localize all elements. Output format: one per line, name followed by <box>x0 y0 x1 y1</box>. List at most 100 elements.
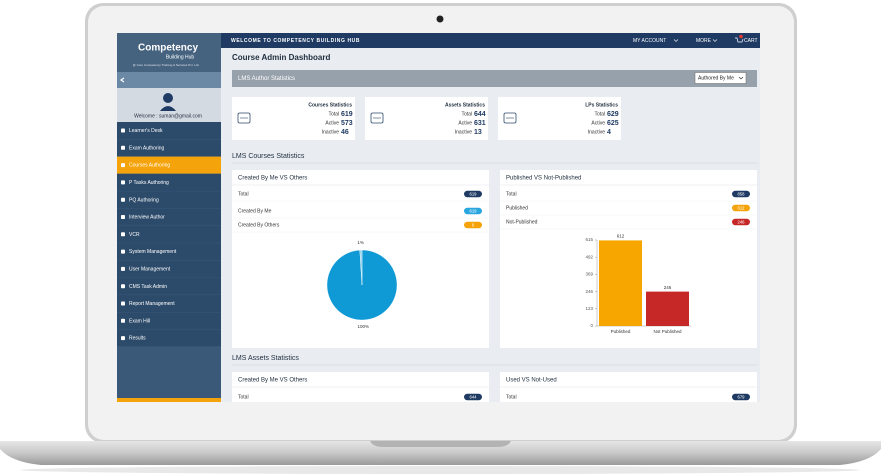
stat-value: 625 <box>607 120 619 127</box>
menu-label[interactable]: Exam Hill <box>129 318 150 324</box>
row-label: Not-Published <box>506 219 538 225</box>
panel-title: Created By Me VS Others <box>238 378 307 384</box>
menu-label[interactable]: Report Management <box>129 301 175 307</box>
menu-icon <box>121 301 125 306</box>
menu-item[interactable] <box>117 225 221 244</box>
y-tick-label: 369 <box>585 272 593 277</box>
row-label: Total <box>506 191 517 197</box>
menu-item[interactable] <box>117 312 221 330</box>
menu-item[interactable] <box>117 329 221 347</box>
stat-value: 13 <box>474 129 482 136</box>
menu-icon <box>121 266 125 271</box>
menu-item[interactable] <box>117 277 221 295</box>
menu-label[interactable]: Courses Authoring <box>129 163 170 169</box>
cart-icon[interactable] <box>735 37 744 43</box>
row-label: Created By Others <box>238 222 280 228</box>
y-tick-label: 0 <box>590 323 593 328</box>
collapse-bar[interactable] <box>117 72 221 88</box>
stat-label: Total <box>328 111 339 117</box>
stat-label: Total <box>461 111 472 117</box>
menu-icon <box>121 336 125 341</box>
menu-icon <box>121 145 125 150</box>
stat-icon <box>370 112 384 124</box>
menu-label[interactable]: Learner's Desk <box>129 128 163 134</box>
logo-area <box>117 33 221 72</box>
camera <box>436 15 444 23</box>
stat-value: 644 <box>474 111 486 118</box>
section-title: LMS Courses Statistics <box>232 153 305 160</box>
stat-title: Courses Statistics <box>308 102 352 108</box>
stat-value: 573 <box>341 120 353 127</box>
menu-label[interactable]: Interview Author <box>129 215 165 221</box>
author-filter[interactable] <box>694 72 747 84</box>
bar <box>646 291 689 326</box>
bar <box>599 240 642 326</box>
author-filter-text[interactable]: Authored By Me <box>698 76 734 82</box>
menu-item[interactable] <box>117 156 221 174</box>
topbar <box>221 33 760 48</box>
menu-label[interactable]: User Management <box>129 267 171 273</box>
menu-icon <box>121 128 125 133</box>
menu-item[interactable] <box>117 260 221 278</box>
menu-item[interactable] <box>117 139 221 157</box>
pie-label: 100% <box>358 324 370 329</box>
row-label: Total <box>506 394 517 400</box>
logo-sub: Building Hub <box>166 54 195 60</box>
menu-label[interactable]: Results <box>129 336 146 342</box>
menu-icon <box>121 197 125 202</box>
row-badge-value: 619 <box>470 191 478 196</box>
menu-label[interactable]: CMS Task Admin <box>129 284 167 290</box>
stat-title: Assets Statistics <box>445 102 485 108</box>
row-badge-value: 858 <box>738 191 746 196</box>
x-tick-label: Published <box>611 329 631 334</box>
menu-label[interactable]: PQ Authoring <box>129 197 159 203</box>
row-label: Published <box>506 205 528 211</box>
menu-label[interactable]: Exam Authoring <box>129 145 165 151</box>
menu-icon <box>121 318 125 323</box>
menu-icon <box>121 180 125 185</box>
y-tick-label: 123 <box>585 306 593 311</box>
row-badge-value: 0 <box>472 222 475 227</box>
section-title: LMS Assets Statistics <box>232 355 299 362</box>
stat-value: 631 <box>474 120 486 127</box>
menu-cart[interactable]: CART <box>744 38 758 44</box>
stat-card <box>365 97 488 140</box>
y-tick-label: 615 <box>585 237 593 242</box>
menu-item[interactable] <box>117 122 221 140</box>
menu-my-account[interactable]: MY ACCOUNT <box>633 38 666 44</box>
row-badge <box>732 190 750 198</box>
menu-item[interactable] <box>117 208 221 226</box>
stat-label: Active <box>325 120 339 126</box>
menu-icon <box>121 284 125 289</box>
menu-label[interactable]: VCR <box>129 232 140 238</box>
page-title: Course Admin Dashboard <box>232 53 330 62</box>
panel-title: Used VS Not-Used <box>506 378 557 384</box>
stat-value: 46 <box>341 129 349 136</box>
author-bar <box>232 70 757 87</box>
collapse-arrow[interactable] <box>119 77 125 83</box>
row-badge-value: 679 <box>738 394 746 399</box>
stat-label: Inactive <box>588 129 605 135</box>
menu-item[interactable] <box>117 243 221 261</box>
stat-value: 629 <box>607 111 619 118</box>
menu-item[interactable] <box>117 295 221 313</box>
menu-label[interactable]: P Tasks Authoring <box>129 180 169 186</box>
menu-icon <box>121 215 125 219</box>
row-badge <box>464 207 482 215</box>
menu-item[interactable] <box>117 191 221 209</box>
row-badge <box>464 190 482 198</box>
menu-more[interactable]: MORE <box>696 38 712 44</box>
row-badge-value: 612 <box>738 205 746 210</box>
row-badge-value: 619 <box>470 208 478 213</box>
menu-label[interactable]: System Management <box>129 249 177 255</box>
caret <box>673 39 679 42</box>
y-tick-label: 246 <box>585 289 593 294</box>
row-badge-value: 644 <box>470 394 478 399</box>
stat-icon <box>503 112 517 124</box>
menu-item[interactable] <box>117 173 221 192</box>
pie-label: 1% <box>357 240 364 245</box>
menu-icon <box>121 232 125 237</box>
logo: Competency <box>138 43 198 54</box>
row-badge <box>464 393 482 401</box>
